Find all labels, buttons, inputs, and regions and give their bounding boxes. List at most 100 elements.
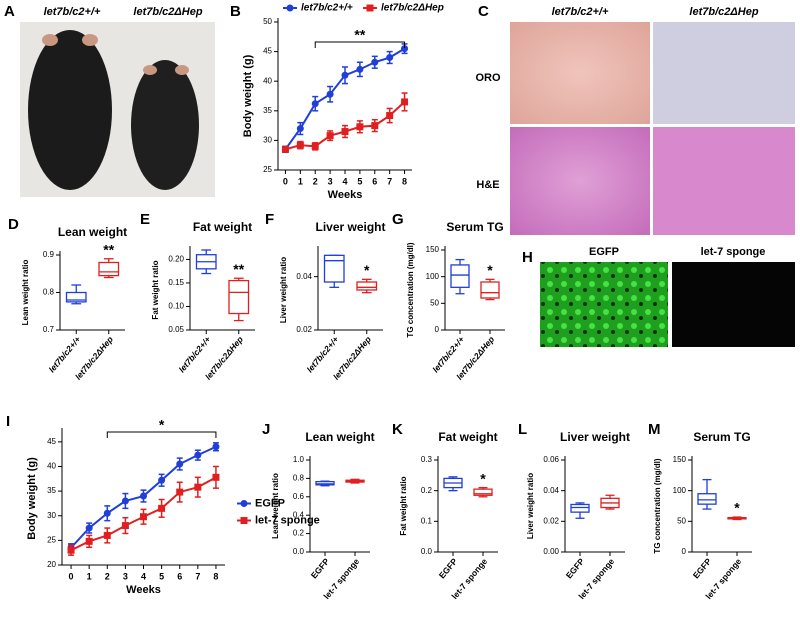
y-axis-label: Fat weight ratio <box>151 260 160 319</box>
x-tick-label: 6 <box>177 571 182 581</box>
x-tick-label: 2 <box>313 176 318 186</box>
panel-letter: H <box>522 249 533 266</box>
x-tick-label: let7b/c2+/+ <box>305 334 341 374</box>
y-axis-label: Fat weight ratio <box>399 476 408 535</box>
ear <box>143 65 157 75</box>
y-tick-label: 50 <box>430 298 439 307</box>
panel-letter: E <box>140 211 150 228</box>
significance-label: * <box>364 262 370 278</box>
ear <box>42 34 58 46</box>
ear <box>82 34 98 46</box>
marker <box>341 128 349 136</box>
marker <box>326 132 334 140</box>
x-tick-label: 2 <box>105 571 110 581</box>
x-tick-label: 5 <box>159 571 164 581</box>
x-tick-label: 4 <box>141 571 146 581</box>
y-tick-label: 0.04 <box>296 272 312 281</box>
significance-bracket <box>314 41 406 48</box>
y-tick-label: 0.10 <box>168 302 184 311</box>
y-axis-label: Lean weight ratio <box>271 473 280 539</box>
x-tick-label: 1 <box>298 176 303 186</box>
histology <box>653 22 795 124</box>
y-tick-label: 40 <box>263 76 272 85</box>
box <box>356 281 378 291</box>
x-tick-label: EGFP <box>691 556 714 580</box>
significance-label: ** <box>103 241 114 257</box>
marker <box>85 537 93 545</box>
significance-label: ** <box>233 261 244 277</box>
marker <box>401 98 409 106</box>
x-tick-label: let7b/c2+/+ <box>177 334 213 374</box>
panel-letter: F <box>265 211 274 228</box>
image-label: let7b/c2+/+ <box>44 6 101 18</box>
y-tick-label: 0.6 <box>293 492 305 501</box>
marker <box>386 112 394 120</box>
significance-label: * <box>480 470 486 486</box>
panel-letter: C <box>478 3 489 20</box>
y-tick-label: 0 <box>682 547 687 556</box>
legend-label: let7b/c2+/+ <box>301 3 353 14</box>
x-tick-label: 0 <box>69 571 74 581</box>
row-label: H&E <box>476 179 499 191</box>
image-label: EGFP <box>589 246 619 258</box>
marker <box>103 531 111 539</box>
y-tick-label: 0.06 <box>543 455 559 464</box>
marker <box>67 546 75 554</box>
panel-letter: I <box>6 413 10 430</box>
marker <box>341 71 349 79</box>
image-label: let7b/c2+/+ <box>552 6 609 18</box>
significance-bracket <box>106 431 217 438</box>
box <box>228 279 250 315</box>
x-axis-label: Weeks <box>126 584 161 596</box>
marker <box>121 497 129 505</box>
chart-title: Lean weight <box>58 225 127 239</box>
panel-letter: A <box>4 3 15 20</box>
mouse <box>131 60 199 190</box>
fluorescence <box>540 262 668 347</box>
y-tick-label: 40 <box>47 462 56 471</box>
y-tick-label: 0.02 <box>543 516 559 525</box>
box <box>570 503 590 513</box>
y-tick-label: 35 <box>263 106 272 115</box>
y-axis-label: Body weight (g) <box>242 54 254 137</box>
legend-marker <box>366 4 374 12</box>
y-axis-label: Liver weight ratio <box>279 257 288 323</box>
panel-letter: K <box>392 421 403 438</box>
histology <box>510 127 650 235</box>
y-tick-label: 0.05 <box>168 325 184 334</box>
mouse <box>28 30 112 190</box>
marker <box>356 65 364 73</box>
x-tick-label: 1 <box>87 571 92 581</box>
y-tick-label: 50 <box>677 516 686 525</box>
marker <box>85 524 93 532</box>
y-axis-label: TG concentration (mg/dl) <box>406 242 415 337</box>
x-tick-label: 8 <box>213 571 218 581</box>
panel-letter: M <box>648 421 661 438</box>
marker <box>371 122 379 130</box>
marker <box>386 54 394 62</box>
marker <box>281 145 289 153</box>
y-tick-label: 50 <box>263 17 272 26</box>
box <box>450 264 470 288</box>
chart-title: Fat weight <box>193 220 252 234</box>
y-tick-label: 100 <box>673 486 687 495</box>
fluorescence <box>672 262 795 347</box>
y-tick-label: 45 <box>263 47 272 56</box>
y-tick-label: 20 <box>47 560 56 569</box>
chart-title: Liver weight <box>560 430 630 444</box>
y-tick-label: 0.0 <box>421 547 433 556</box>
x-tick-label: 3 <box>328 176 333 186</box>
marker <box>326 90 334 98</box>
y-tick-label: 0.20 <box>168 255 184 264</box>
y-tick-label: 0.3 <box>421 455 433 464</box>
chart-title: Lean weight <box>305 430 374 444</box>
marker <box>401 45 409 53</box>
x-tick-label: EGFP <box>437 556 460 580</box>
y-tick-label: 0.1 <box>421 516 433 525</box>
y-tick-label: 0.2 <box>293 529 305 538</box>
y-tick-label: 0 <box>435 325 440 334</box>
y-tick-label: 0.2 <box>421 486 433 495</box>
box <box>697 493 717 505</box>
y-tick-label: 30 <box>263 136 272 145</box>
